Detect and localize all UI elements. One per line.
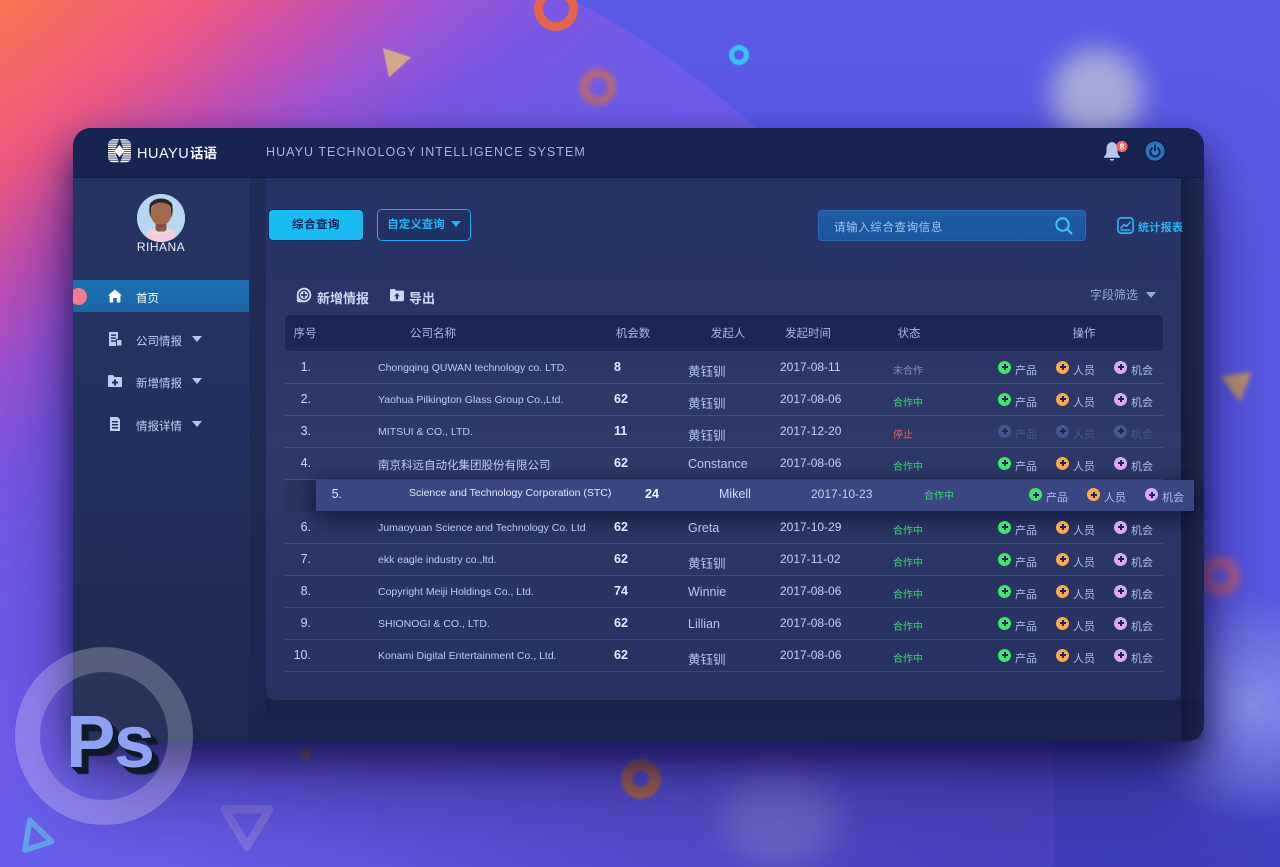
svg-text:话语: 话语 [190,145,217,161]
svg-text:8: 8 [1120,142,1125,152]
svg-text:HUAYU: HUAYU [137,146,189,162]
